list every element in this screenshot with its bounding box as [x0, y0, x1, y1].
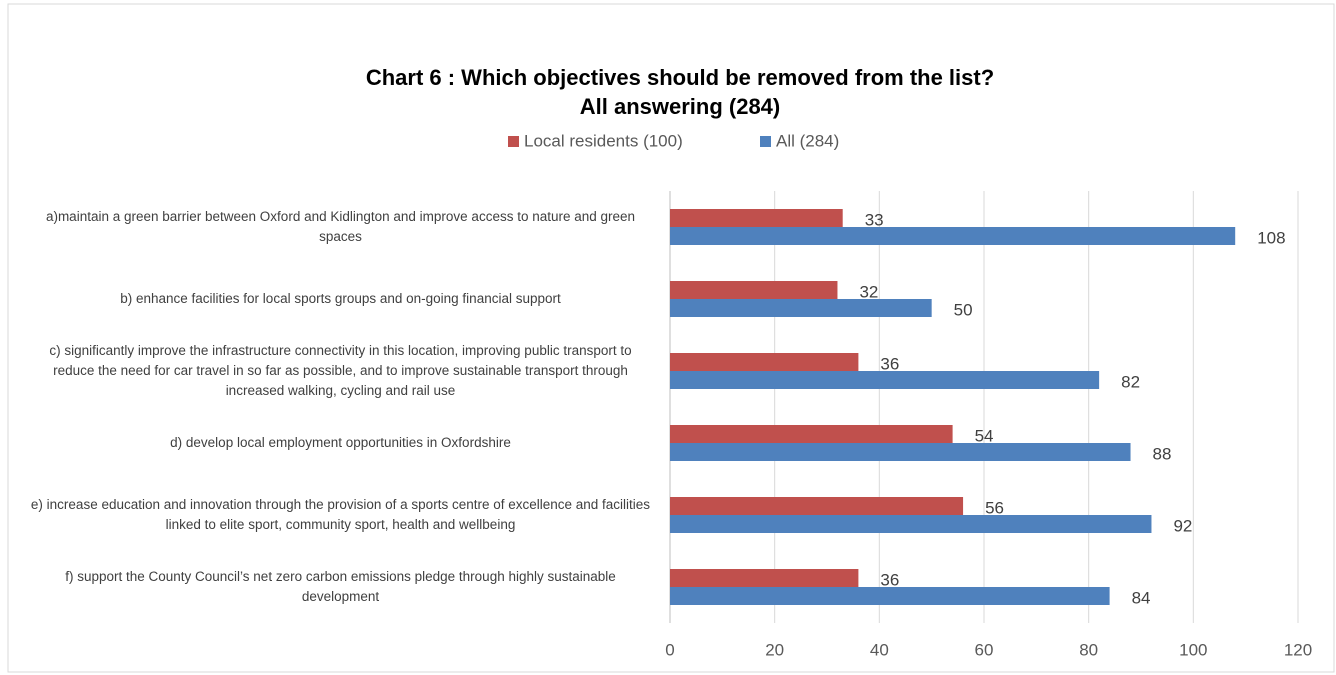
bar — [670, 299, 932, 317]
y-tick-label: a)maintain a green barrier between Oxfor… — [45, 209, 636, 244]
bar — [670, 425, 953, 443]
data-label: 54 — [975, 426, 994, 445]
x-tick-label: 60 — [975, 640, 994, 659]
bar — [670, 587, 1110, 605]
data-label: 88 — [1153, 444, 1172, 463]
bar — [670, 569, 859, 587]
bar — [670, 371, 1100, 389]
legend-label: All (284) — [776, 131, 839, 150]
data-label: 108 — [1257, 228, 1285, 247]
x-tick-label: 20 — [765, 640, 784, 659]
chart-title: Chart 6 : Which objectives should be rem… — [366, 65, 994, 90]
legend-swatch — [760, 136, 771, 147]
y-tick-label: f) support the County Council’s net zero… — [65, 569, 616, 604]
data-label: 56 — [985, 498, 1004, 517]
data-label: 84 — [1132, 588, 1151, 607]
bar — [670, 443, 1131, 461]
bar — [670, 281, 838, 299]
data-label: 92 — [1173, 516, 1192, 535]
data-label: 50 — [954, 300, 973, 319]
bar — [670, 353, 859, 371]
x-tick-label: 120 — [1284, 640, 1312, 659]
y-tick-label: c) significantly improve the infrastruct… — [49, 343, 632, 398]
bar — [670, 497, 964, 515]
bar — [670, 227, 1236, 245]
y-tick-label: d) develop local employment opportunitie… — [170, 435, 511, 450]
x-tick-label: 80 — [1079, 640, 1098, 659]
legend-label: Local residents (100) — [524, 131, 683, 150]
x-tick-label: 0 — [665, 640, 674, 659]
data-label: 82 — [1121, 372, 1140, 391]
y-tick-label: b) enhance facilities for local sports g… — [120, 291, 561, 306]
data-label: 36 — [880, 354, 899, 373]
bar — [670, 209, 843, 227]
data-label: 33 — [865, 210, 884, 229]
chart-border — [7, 3, 1335, 673]
y-tick-label: e) increase education and innovation thr… — [30, 497, 651, 532]
data-label: 32 — [859, 282, 878, 301]
chart-subtitle: All answering (284) — [580, 94, 781, 119]
data-label: 36 — [880, 570, 899, 589]
x-tick-label: 40 — [870, 640, 889, 659]
x-tick-label: 100 — [1179, 640, 1207, 659]
legend-swatch — [508, 136, 519, 147]
bar — [670, 515, 1152, 533]
